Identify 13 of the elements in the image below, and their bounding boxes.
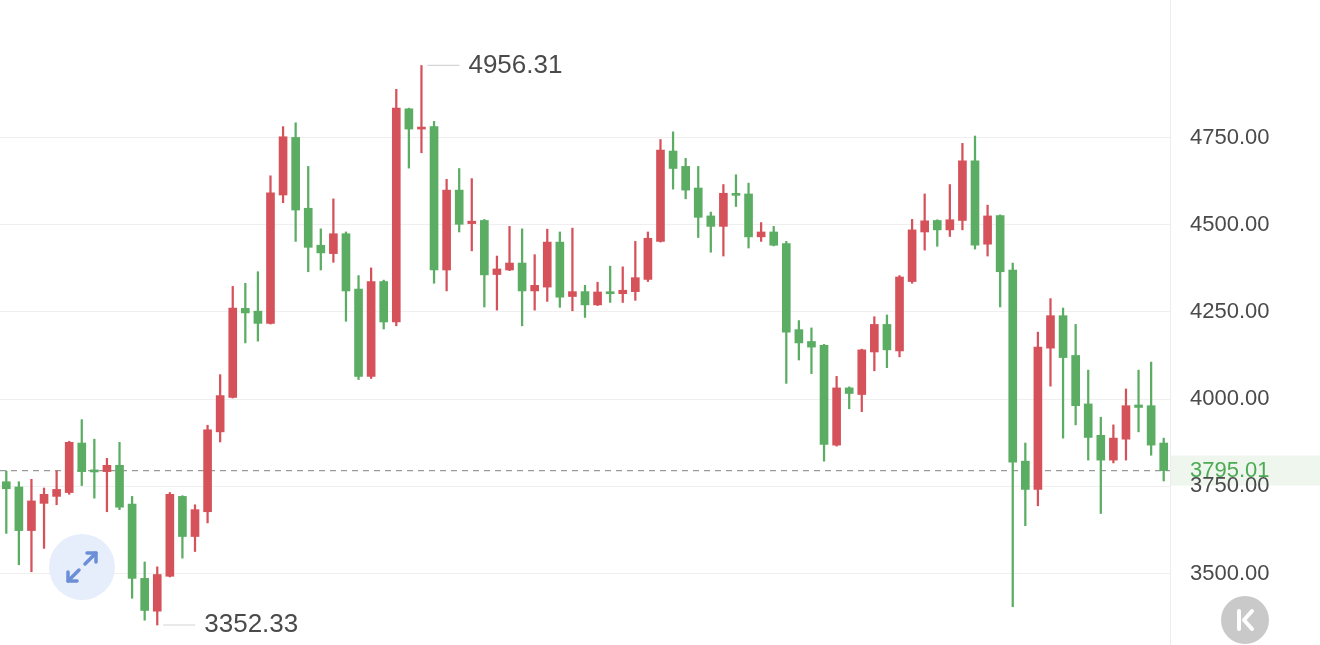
y-tick-label: 4000.00 xyxy=(1190,385,1270,411)
candlestick xyxy=(505,226,514,272)
annotation: 3352.33 xyxy=(204,608,299,639)
candlestick xyxy=(807,327,816,374)
candlestick xyxy=(27,478,36,573)
candlestick xyxy=(568,227,577,312)
candlestick xyxy=(1134,369,1143,433)
y-tick-label: 4750.00 xyxy=(1190,123,1270,149)
annotation: 4956.31 xyxy=(468,48,563,79)
candlestick xyxy=(52,470,61,506)
y-tick-label: 4500.00 xyxy=(1190,210,1270,236)
y-tick-label: 3500.00 xyxy=(1190,559,1270,585)
y-tick-label: 4250.00 xyxy=(1190,297,1270,323)
